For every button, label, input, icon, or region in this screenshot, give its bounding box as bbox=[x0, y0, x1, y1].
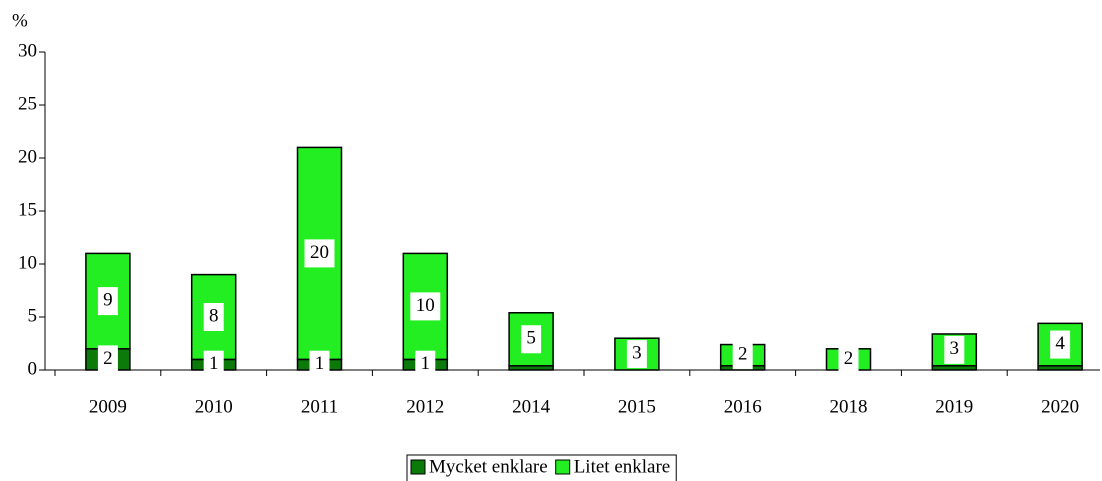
label-box bbox=[838, 345, 859, 374]
x-tick-label: 2018 bbox=[830, 396, 868, 417]
x-tick-label: 2009 bbox=[89, 396, 127, 417]
legend-swatch bbox=[555, 459, 571, 475]
label-box bbox=[521, 325, 542, 354]
y-axis-label: % bbox=[12, 10, 28, 31]
label-box bbox=[97, 287, 118, 316]
legend-label: Mycket enklare bbox=[429, 456, 548, 477]
x-tick-label: 2010 bbox=[195, 396, 233, 417]
x-tick-label: 2015 bbox=[618, 396, 656, 417]
label-box bbox=[626, 340, 647, 369]
x-tick-label: 2011 bbox=[301, 396, 338, 417]
data-label: 3 bbox=[632, 342, 642, 363]
x-tick-label: 2016 bbox=[724, 396, 762, 417]
y-tick-label: 5 bbox=[28, 305, 38, 326]
x-tick-label: 2014 bbox=[512, 396, 551, 417]
legend-box bbox=[406, 454, 677, 481]
y-tick-label: 15 bbox=[18, 199, 37, 220]
bar-segment bbox=[508, 312, 554, 367]
data-label: 2 bbox=[844, 348, 854, 369]
y-tick-label: 25 bbox=[18, 93, 37, 114]
label-box bbox=[415, 350, 436, 379]
y-tick-label: 20 bbox=[18, 146, 37, 167]
y-tick-label: 0 bbox=[28, 358, 38, 379]
legend-label: Litet enklare bbox=[574, 456, 671, 477]
label-box bbox=[410, 292, 441, 321]
data-label: 4 bbox=[1055, 333, 1065, 354]
data-label: 1 bbox=[209, 353, 219, 374]
x-tick-label: 2012 bbox=[406, 396, 444, 417]
data-label: 5 bbox=[526, 328, 536, 349]
label-box bbox=[97, 345, 118, 374]
data-label: 1 bbox=[315, 353, 325, 374]
label-box bbox=[203, 303, 224, 331]
data-label: 10 bbox=[416, 295, 435, 316]
data-label: 9 bbox=[103, 289, 113, 310]
y-tick-label: 10 bbox=[18, 252, 37, 273]
data-label: 3 bbox=[950, 338, 960, 359]
label-box bbox=[944, 335, 965, 364]
x-tick-label: 2019 bbox=[935, 396, 973, 417]
y-tick-label: 30 bbox=[18, 40, 37, 61]
label-box bbox=[304, 239, 335, 268]
label-box bbox=[203, 350, 224, 379]
data-label: 2 bbox=[103, 348, 113, 369]
x-tick-label: 2020 bbox=[1041, 396, 1079, 417]
data-label: 20 bbox=[310, 242, 329, 263]
data-label: 2 bbox=[738, 344, 748, 365]
legend-swatch bbox=[410, 459, 426, 475]
data-label: 1 bbox=[421, 353, 431, 374]
label-box bbox=[309, 350, 330, 379]
data-label: 8 bbox=[209, 305, 219, 326]
label-box bbox=[1050, 330, 1071, 359]
label-box bbox=[732, 341, 753, 370]
